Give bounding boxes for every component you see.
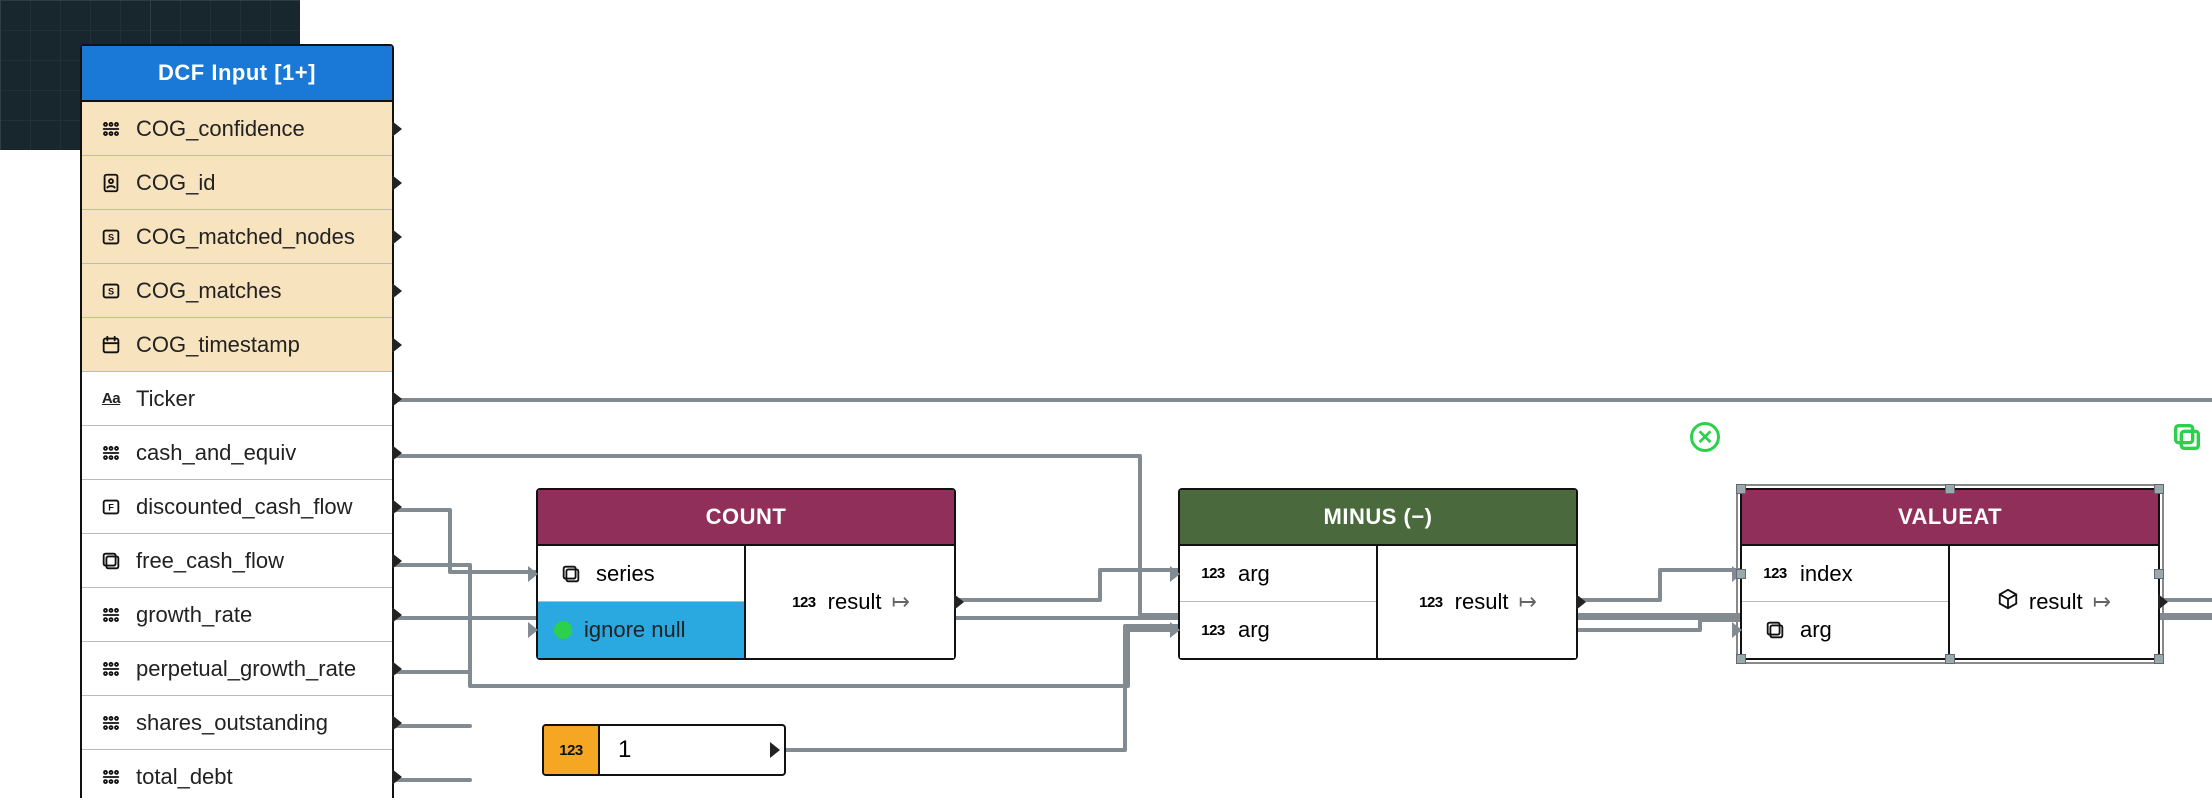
stack-icon (1758, 619, 1792, 641)
field-label: free_cash_flow (126, 548, 284, 574)
field-row[interactable]: cash_and_equiv (82, 426, 392, 480)
input-port[interactable]: 123arg (1180, 602, 1376, 658)
score-icon (96, 442, 126, 464)
field-row[interactable]: COG_id (82, 156, 392, 210)
input-port[interactable]: arg (1742, 602, 1948, 658)
input-label: arg (1230, 561, 1270, 587)
input-port[interactable]: ignore null (538, 602, 744, 658)
field-row[interactable]: free_cash_flow (82, 534, 392, 588)
num-icon: 123 (1196, 622, 1230, 639)
score-icon (96, 658, 126, 680)
node-canvas[interactable]: DCF Input [1+] COG_confidence COG_id S COG_… (0, 0, 2212, 798)
output-label: result (1455, 589, 1509, 615)
score-icon (96, 766, 126, 788)
field-row[interactable]: perpetual_growth_rate (82, 642, 392, 696)
input-port[interactable]: 123index (1742, 546, 1948, 602)
field-label: discounted_cash_flow (126, 494, 352, 520)
list-s-icon: S (96, 226, 126, 248)
field-label: growth_rate (126, 602, 252, 628)
field-label: COG_id (126, 170, 215, 196)
field-row[interactable]: S COG_matches (82, 264, 392, 318)
field-row[interactable]: S COG_matched_nodes (82, 210, 392, 264)
field-row[interactable]: COG_confidence (82, 102, 392, 156)
field-row[interactable]: Fdiscounted_cash_flow (82, 480, 392, 534)
node-valueat[interactable]: VALUEAT 123index arg result ↦ (1740, 488, 2160, 660)
node-header[interactable]: VALUEAT (1742, 490, 2158, 546)
node-dcf-input[interactable]: DCF Input [1+] COG_confidence COG_id S COG_… (80, 44, 394, 798)
input-label: series (588, 561, 655, 587)
flow-arrow-icon: ↦ (1518, 589, 1536, 615)
input-port[interactable]: series (538, 546, 744, 602)
cube-icon (1997, 588, 2019, 616)
output-port[interactable]: result ↦ (1950, 546, 2158, 658)
node-title: DCF Input [1+] (158, 60, 316, 85)
field-label: COG_timestamp (126, 332, 300, 358)
text-icon: Aa (96, 390, 126, 407)
score-icon (96, 712, 126, 734)
score-icon (96, 604, 126, 626)
field-label: Ticker (126, 386, 195, 412)
node-minus[interactable]: MINUS (−) 123arg123arg 123 result ↦ (1178, 488, 1578, 660)
input-port[interactable]: 123arg (1180, 546, 1376, 602)
node-header[interactable]: MINUS (−) (1180, 490, 1576, 546)
duplicate-node-button[interactable] (2170, 420, 2204, 459)
flow-arrow-icon: ↦ (891, 589, 909, 615)
field-row[interactable]: shares_outstanding (82, 696, 392, 750)
input-label: ignore null (576, 617, 686, 643)
input-label: index (1792, 561, 1853, 587)
id-icon (96, 172, 126, 194)
input-label: arg (1230, 617, 1270, 643)
stack-icon (96, 550, 126, 572)
field-label: total_debt (126, 764, 233, 790)
type-badge-num: 123 (544, 726, 600, 774)
node-constant[interactable]: 123 1 (542, 724, 786, 776)
node-header[interactable]: DCF Input [1+] (82, 46, 392, 102)
output-label: result (828, 589, 882, 615)
field-row[interactable]: AaTicker (82, 372, 392, 426)
node-count[interactable]: COUNT series ignore null 123 result ↦ (536, 488, 956, 660)
output-label: result (2029, 589, 2083, 615)
field-label: COG_matches (126, 278, 282, 304)
svg-text:S: S (108, 232, 114, 242)
constant-value[interactable]: 1 (600, 726, 770, 774)
field-label: COG_confidence (126, 116, 305, 142)
node-title: MINUS (−) (1324, 504, 1433, 529)
field-label: perpetual_growth_rate (126, 656, 356, 682)
num-icon: 123 (1758, 565, 1792, 582)
stack-icon (554, 563, 588, 585)
num-icon: 123 (1196, 565, 1230, 582)
output-port[interactable]: 123 result ↦ (1378, 546, 1576, 658)
node-title: VALUEAT (1898, 504, 2002, 529)
flow-arrow-icon: ↦ (2093, 589, 2111, 615)
field-label: shares_outstanding (126, 710, 328, 736)
field-row[interactable]: total_debt (82, 750, 392, 798)
field-label: cash_and_equiv (126, 440, 296, 466)
toggle-dot-icon (554, 621, 572, 639)
num-icon: 123 (790, 594, 818, 611)
field-label: COG_matched_nodes (126, 224, 355, 250)
delete-node-button[interactable]: ✕ (1690, 422, 1720, 452)
output-port[interactable]: 123 result ↦ (746, 546, 954, 658)
input-label: arg (1792, 617, 1832, 643)
node-header[interactable]: COUNT (538, 490, 954, 546)
date-icon (96, 334, 126, 356)
svg-text:S: S (108, 286, 114, 296)
svg-text:F: F (108, 502, 114, 512)
node-title: COUNT (706, 504, 787, 529)
score-icon (96, 118, 126, 140)
field-row[interactable]: growth_rate (82, 588, 392, 642)
list-s-icon: S (96, 280, 126, 302)
list-f-icon: F (96, 496, 126, 518)
field-row[interactable]: COG_timestamp (82, 318, 392, 372)
num-icon: 123 (1417, 594, 1445, 611)
